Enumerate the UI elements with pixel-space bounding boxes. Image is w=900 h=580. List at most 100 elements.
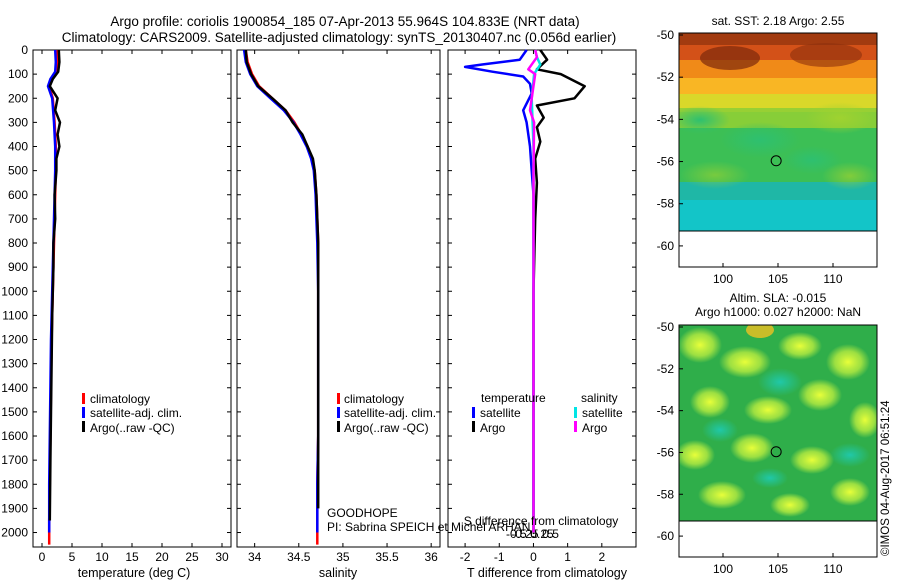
x-top-tick-label: 0.5	[542, 527, 559, 541]
x-tick-label: 34.5	[287, 550, 311, 564]
difference-axes-frame	[447, 49, 637, 548]
depth-tick-label: 1500	[1, 405, 28, 419]
sla-argo-location-marker	[770, 446, 782, 458]
x-tick-label: 0	[530, 550, 537, 564]
difference-legend: temperature salinity satellite Argo sate…	[472, 391, 623, 435]
temperature-legend: climatology satellite-adj. clim. Argo(..…	[82, 392, 182, 435]
x-tick-label: 0	[39, 550, 46, 564]
depth-tick-label: 1300	[1, 357, 28, 371]
x-tick-label: 25	[185, 550, 199, 564]
x-tick-label: 34	[248, 550, 262, 564]
lat-tick-label: -54	[657, 112, 675, 126]
x-tick-label: 20	[155, 550, 169, 564]
legend-swatch-temp-argo	[472, 421, 475, 432]
legend-label-argo: Argo(..raw -QC)	[344, 421, 429, 435]
lon-tick-label: 100	[713, 272, 733, 286]
legend-label-sal-satellite: satellite	[582, 406, 623, 420]
sst-heatmap	[679, 33, 877, 231]
x-tick-label: 36	[424, 550, 438, 564]
x-top-tick-label: 0.25	[530, 527, 554, 541]
salinity-axes-frame	[236, 49, 441, 548]
depth-tick-label: 0	[21, 43, 28, 57]
x-tick-label: -1	[494, 550, 505, 564]
depth-tick-label: 1100	[2, 308, 28, 322]
lat-tick-label: -60	[657, 239, 675, 253]
depth-tick-label: 200	[8, 91, 28, 105]
depth-tick-label: 300	[8, 115, 28, 129]
sla-map-axes: -50 -52 -54 -56 -58 -60 100 105 110	[657, 320, 843, 576]
sla-map-subtitle: Argo h1000: 0.027 h2000: NaN	[695, 305, 861, 319]
legend-label-satellite: satellite-adj. clim.	[90, 406, 182, 420]
lat-tick-label: -54	[657, 404, 675, 418]
depth-tick-label: 400	[8, 140, 28, 154]
footer-copyright: ©IMOS 04-Aug-2017 06:51:24	[880, 400, 892, 556]
difference-xlabel: T difference from climatology	[467, 566, 628, 580]
lat-tick-label: -50	[657, 320, 675, 334]
legend-label-temp-argo: Argo	[480, 421, 506, 435]
sst-map-axes: -50 -52 -54 -56 -58 -60 100 105 110	[657, 28, 843, 286]
temperature-plot: 0 5 10 15 20 25 30	[39, 49, 229, 564]
legend-header-salinity: salinity	[581, 391, 618, 405]
figure-title-line2: Climatology: CARS2009. Satellite-adjuste…	[62, 30, 617, 45]
series-line-satellite-adj-clim-	[242, 49, 320, 533]
x-top-tick-label: -0.25	[511, 527, 539, 541]
legend-swatch-satellite	[337, 407, 340, 418]
series-line-climatology	[244, 49, 320, 545]
figure-title-line1: Argo profile: coriolis 1900854_185 07-Ap…	[110, 14, 579, 29]
x-tick-label: 35	[336, 550, 350, 564]
depth-tick-label: 800	[8, 236, 28, 250]
series-line-temperature-argo	[532, 49, 586, 533]
project-label: GOODHOPE	[327, 506, 398, 520]
sla-map-title: Altim. SLA: -0.015	[730, 291, 827, 305]
sst-map-title: sat. SST: 2.18 Argo: 2.55	[712, 14, 845, 28]
legend-swatch-argo	[337, 421, 340, 432]
legend-label-climatology: climatology	[90, 392, 150, 406]
salinity-plot: 34 34.5 35 35.5 36	[242, 49, 438, 564]
legend-swatch-sal-satellite	[574, 407, 577, 418]
lat-tick-label: -56	[657, 155, 675, 169]
legend-swatch-temp-satellite	[472, 407, 475, 418]
lat-tick-label: -50	[657, 28, 675, 42]
pi-label: PI: Sabrina SPEICH et Michel ARHAN	[327, 520, 530, 534]
x-top-tick-label: -0.5	[506, 527, 527, 541]
x-tick-label: 35.5	[375, 550, 399, 564]
difference-top-xlabel: S difference from climatology	[464, 514, 619, 528]
depth-tick-label: 500	[8, 164, 28, 178]
legend-swatch-climatology	[337, 393, 340, 404]
legend-label-temp-satellite: satellite	[480, 406, 521, 420]
sst-map-lower-frame	[678, 230, 878, 268]
sla-heatmap	[679, 325, 877, 521]
depth-tick-label: 600	[8, 188, 28, 202]
x-tick-label: 30	[215, 550, 229, 564]
series-line-argo-raw-qc-	[244, 49, 320, 509]
legend-label-satellite: satellite-adj. clim.	[344, 406, 436, 420]
depth-tick-label: 900	[8, 260, 28, 274]
x-tick-label: 2	[598, 550, 605, 564]
depth-tick-label: 100	[8, 67, 28, 81]
lat-tick-label: -52	[657, 362, 675, 376]
lon-tick-label: 110	[823, 562, 842, 576]
lon-tick-label: 105	[768, 272, 788, 286]
temperature-xlabel: temperature (deg C)	[78, 566, 191, 580]
x-tick-label: 5	[69, 550, 76, 564]
x-tick-label: 10	[95, 550, 109, 564]
sst-argo-location-marker	[770, 155, 782, 167]
x-tick-label: 15	[125, 550, 139, 564]
legend-label-climatology: climatology	[344, 392, 404, 406]
sla-map-lower-frame	[678, 520, 878, 558]
depth-tick-label: 1000	[1, 284, 28, 298]
series-line-argo-raw-qc-	[48, 49, 62, 521]
legend-swatch-sal-argo	[574, 421, 577, 432]
depth-axis: 0 100 200 300 400 500 600 700 800 900 1000 1100 1200…	[1, 43, 636, 540]
lat-tick-label: -52	[657, 70, 675, 84]
legend-swatch-climatology	[82, 393, 85, 404]
lat-tick-label: -58	[657, 487, 675, 501]
legend-swatch-argo	[82, 421, 85, 432]
depth-tick-label: 1600	[1, 429, 28, 443]
depth-tick-label: 1900	[1, 501, 28, 515]
x-tick-label: 1	[564, 550, 571, 564]
depth-tick-label: 1800	[1, 477, 28, 491]
temperature-axes-frame	[32, 49, 232, 548]
salinity-xlabel: salinity	[319, 566, 358, 580]
